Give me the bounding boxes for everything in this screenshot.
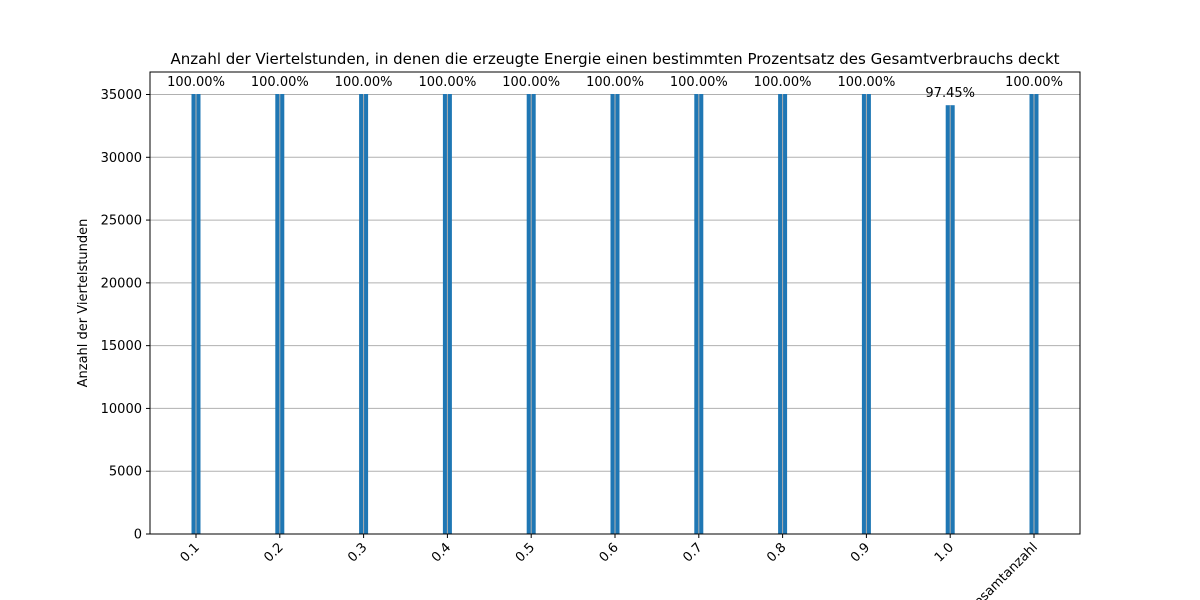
- y-tick-label: 25000: [101, 214, 142, 229]
- x-tick-label: 0.8: [764, 540, 789, 565]
- y-tick-label: 20000: [101, 276, 142, 291]
- bars: [191, 94, 1039, 534]
- x-tick-label: Gesamtanzahl: [964, 540, 1041, 600]
- y-axis-ticks: 0 5000 10000 15000 20000 25000 30000 35000: [101, 88, 150, 543]
- data-label: 100.00%: [167, 75, 225, 90]
- x-axis-ticks: 0.1 0.2 0.3 0.4 0.5 0.6 0.7 0.8 0.9 1.0 Gesamtanza…: [178, 534, 1041, 600]
- y-tick-label: 10000: [101, 402, 142, 417]
- x-tick-label: 0.1: [178, 540, 203, 565]
- data-label: 100.00%: [502, 75, 560, 90]
- data-label: 100.00%: [418, 75, 476, 90]
- y-tick-label: 5000: [109, 465, 142, 480]
- data-label: 100.00%: [586, 75, 644, 90]
- data-label: 100.00%: [670, 75, 728, 90]
- x-tick-label: 0.6: [597, 540, 622, 565]
- data-label: 100.00%: [837, 75, 895, 90]
- data-label: 100.00%: [1005, 75, 1063, 90]
- x-tick-label: 0.7: [680, 540, 705, 565]
- data-label: 100.00%: [754, 75, 812, 90]
- x-tick-label: 0.4: [429, 540, 454, 565]
- x-tick-label: 1.0: [932, 540, 957, 565]
- data-labels: 100.00% 100.00% 100.00% 100.00% 100.00% 100.0…: [167, 75, 1063, 101]
- data-label: 100.00%: [251, 75, 309, 90]
- y-tick-label: 30000: [101, 151, 142, 166]
- y-axis-label: Anzahl der Viertelstunden: [76, 219, 91, 388]
- y-tick-label: 15000: [101, 339, 142, 354]
- data-label: 100.00%: [335, 75, 393, 90]
- x-tick-label: 0.5: [513, 540, 538, 565]
- chart-title: Anzahl der Viertelstunden, in denen die …: [170, 50, 1059, 68]
- data-label: 97.45%: [925, 86, 975, 101]
- y-tick-label: 35000: [101, 88, 142, 103]
- x-tick-label: 0.3: [345, 540, 370, 565]
- x-tick-label: 0.9: [848, 540, 873, 565]
- x-tick-label: 0.2: [261, 540, 286, 565]
- y-tick-label: 0: [134, 528, 142, 543]
